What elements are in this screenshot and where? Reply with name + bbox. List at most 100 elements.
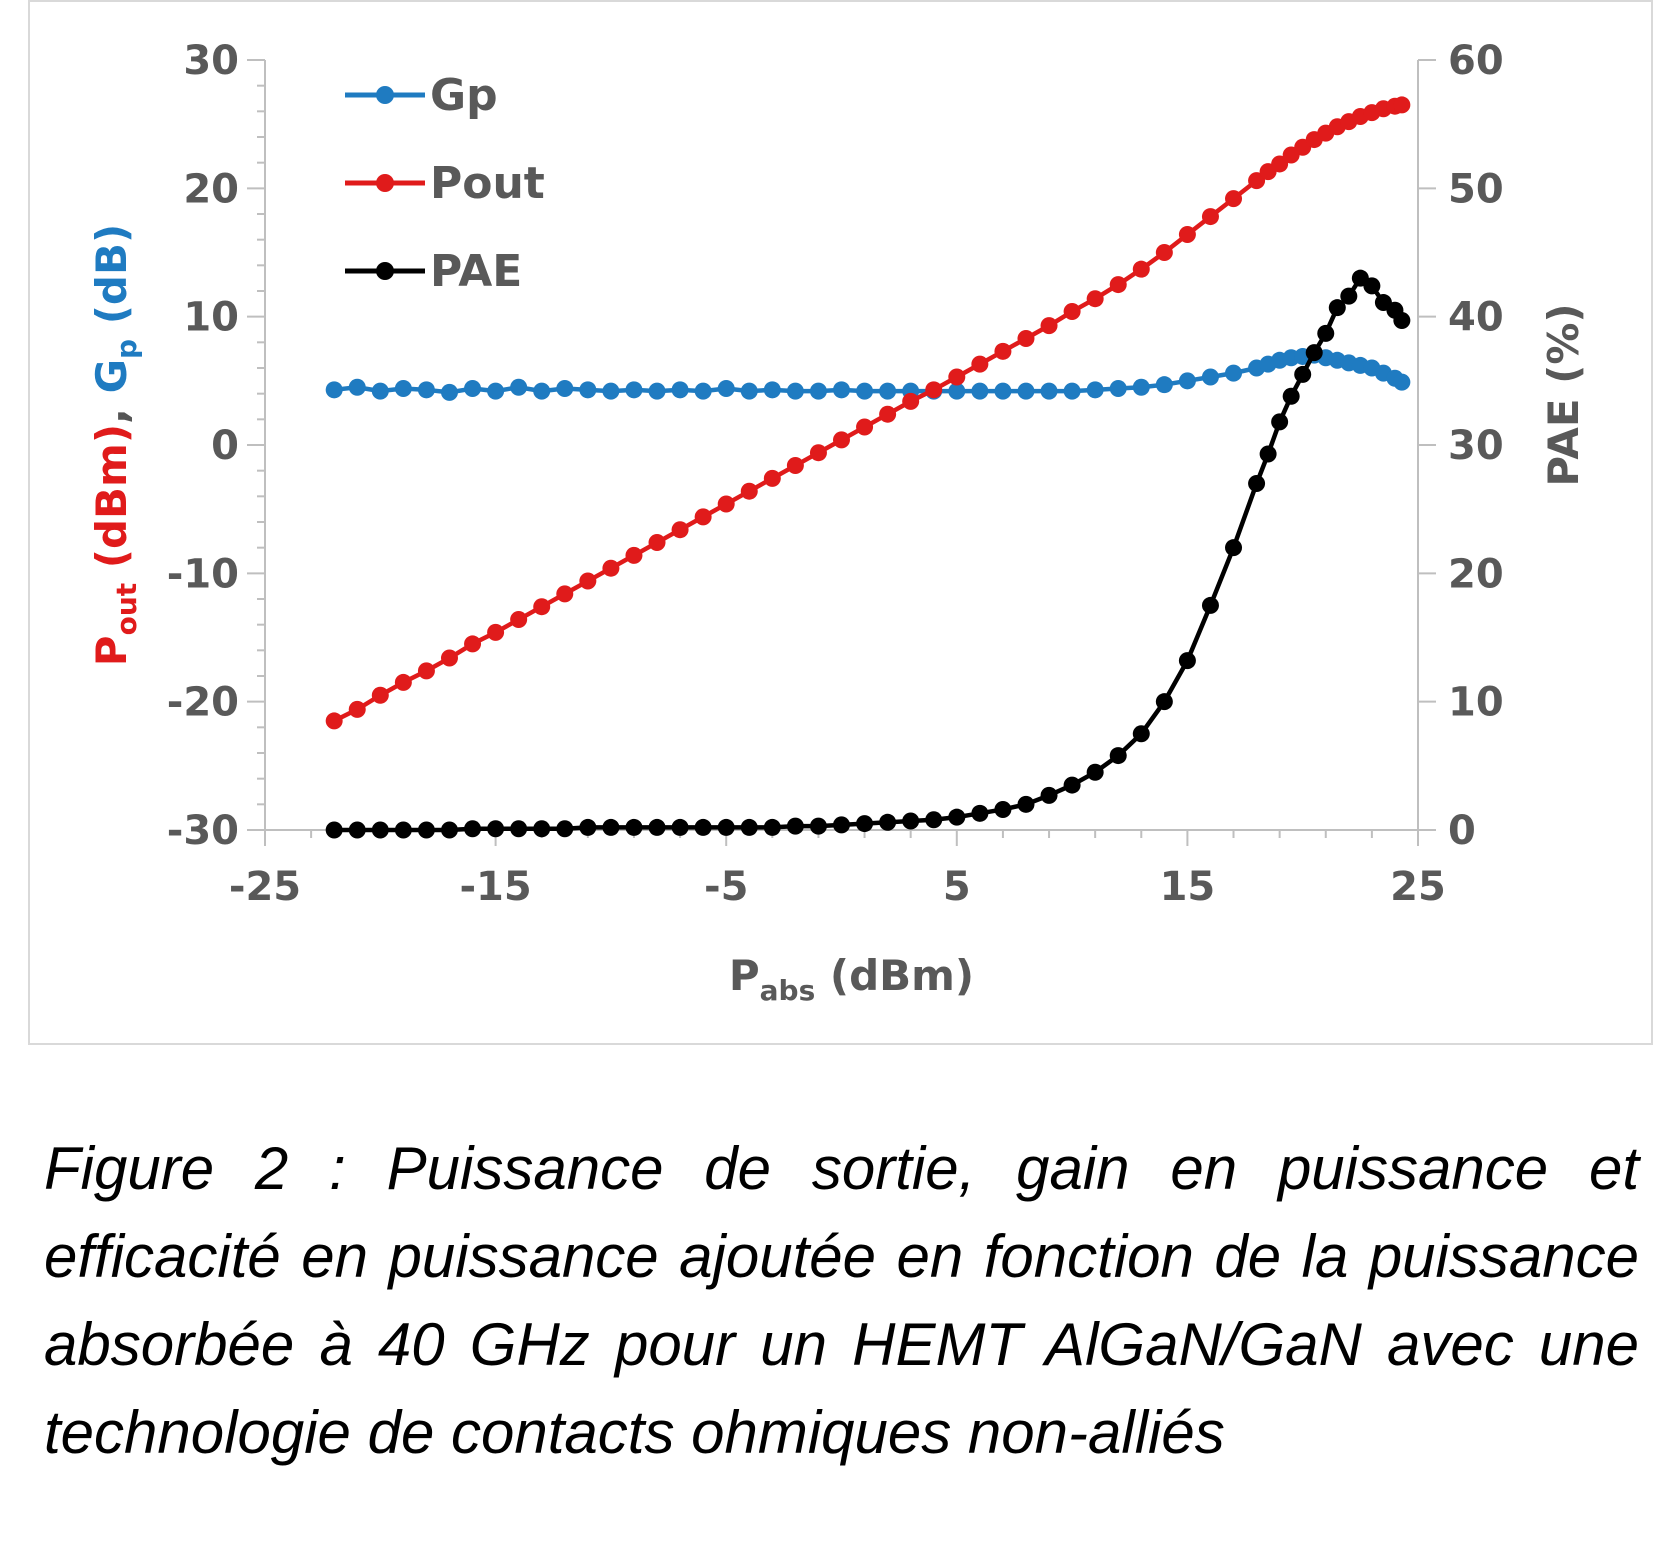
data-point-pout — [556, 585, 574, 603]
data-point-pout — [440, 649, 458, 667]
legend-label-gp: Gp — [430, 70, 498, 121]
data-point-pout — [625, 546, 643, 564]
y-left-tick-label: -30 — [167, 808, 239, 854]
y-right-axis-title: PAE (%) — [1539, 303, 1588, 486]
data-point-pae — [1271, 413, 1289, 431]
data-point-gp — [717, 380, 735, 398]
data-point-pout — [694, 508, 712, 526]
data-point-pout — [1017, 329, 1035, 347]
data-point-pout — [394, 673, 412, 691]
data-point-gp — [763, 381, 781, 399]
data-point-pout — [487, 623, 505, 641]
data-point-pout — [1040, 317, 1058, 335]
data-point-pout — [1393, 96, 1411, 114]
data-point-pae — [1363, 277, 1381, 295]
data-point-gp — [948, 382, 966, 400]
data-point-gp — [602, 382, 620, 400]
data-point-pout — [533, 598, 551, 616]
data-point-gp — [464, 380, 482, 398]
data-point-pae — [948, 808, 966, 826]
data-point-pae — [1305, 344, 1323, 362]
data-point-pae — [809, 817, 827, 835]
data-point-gp — [809, 382, 827, 400]
data-point-pae — [1086, 763, 1104, 781]
data-point-pout — [1132, 260, 1150, 278]
data-point-gp — [1063, 382, 1081, 400]
data-point-pae — [325, 821, 343, 839]
data-point-gp — [1040, 382, 1058, 400]
data-point-pae — [1040, 786, 1058, 804]
y-left-axis-title: Pout (dBm), Gp (dB) — [87, 224, 143, 666]
data-point-pae — [348, 821, 366, 839]
data-point-pae — [648, 818, 666, 836]
data-point-pae — [464, 820, 482, 838]
data-point-pae — [1155, 693, 1173, 711]
data-point-pout — [740, 482, 758, 500]
data-point-pae — [1178, 652, 1196, 670]
data-point-pout — [948, 368, 966, 386]
data-point-pae — [1063, 776, 1081, 794]
data-point-pout — [971, 355, 989, 373]
data-point-pae — [1294, 365, 1312, 383]
data-point-gp — [1201, 368, 1219, 386]
data-point-pae — [510, 820, 528, 838]
y-right-tick-label: 20 — [1448, 551, 1504, 597]
data-point-pout — [1086, 290, 1104, 308]
data-point-pae — [1225, 539, 1243, 557]
data-point-pae — [740, 818, 758, 836]
data-point-gp — [1132, 378, 1150, 396]
data-point-pout — [1248, 172, 1266, 190]
legend-marker-pae — [376, 262, 394, 280]
data-point-pout — [1063, 303, 1081, 321]
x-axis-title: Pabs (dBm) — [729, 951, 974, 1007]
y-left-tick-label: 0 — [211, 423, 239, 469]
data-point-pout — [786, 457, 804, 475]
y-left-tick-label: 20 — [183, 166, 239, 212]
data-point-pout — [902, 392, 920, 410]
data-point-pae — [1248, 475, 1266, 492]
legend-label-pout: Pout — [430, 158, 545, 209]
data-point-pae — [1109, 747, 1127, 765]
data-point-pout — [648, 534, 666, 552]
x-tick-label: -15 — [459, 864, 531, 910]
data-point-pae — [533, 820, 551, 838]
data-point-gp — [856, 382, 874, 400]
data-point-pout — [671, 521, 689, 539]
data-point-pout — [879, 405, 897, 423]
x-tick-label: 5 — [943, 864, 971, 910]
data-point-pae — [602, 818, 620, 836]
figure-caption: Figure 2 : Puissance de sortie, gain en … — [44, 1135, 1639, 1466]
data-point-gp — [394, 380, 412, 398]
data-point-pae — [994, 800, 1012, 818]
data-point-pae — [1340, 287, 1358, 305]
data-point-gp — [440, 383, 458, 401]
data-point-gp — [971, 382, 989, 400]
data-point-gp — [348, 378, 366, 396]
y-left-tick-label: -20 — [167, 680, 239, 726]
data-point-pout — [417, 662, 435, 680]
data-point-gp — [579, 381, 597, 399]
data-point-gp — [1178, 372, 1196, 390]
data-point-gp — [879, 382, 897, 400]
data-point-gp — [533, 382, 551, 400]
data-point-pae — [394, 821, 412, 839]
data-point-gp — [740, 382, 758, 400]
data-point-pout — [809, 444, 827, 462]
data-point-gp — [510, 378, 528, 396]
data-point-pae — [1393, 312, 1411, 330]
data-point-pout — [717, 495, 735, 513]
series-line-pae — [334, 275, 1404, 833]
data-point-pae — [556, 820, 574, 838]
legend-label-pae: PAE — [430, 246, 522, 297]
data-point-pout — [925, 381, 943, 399]
x-tick-label: 15 — [1160, 864, 1216, 910]
data-point-gp — [671, 381, 689, 399]
data-point-gp — [786, 382, 804, 400]
x-tick-label: -25 — [229, 864, 301, 910]
data-point-pout — [1225, 190, 1243, 208]
data-point-pae — [1132, 725, 1150, 743]
data-point-pae — [487, 820, 505, 838]
data-point-pout — [602, 559, 620, 577]
data-point-gp — [417, 381, 435, 399]
y-left-tick-label: 10 — [183, 295, 239, 341]
